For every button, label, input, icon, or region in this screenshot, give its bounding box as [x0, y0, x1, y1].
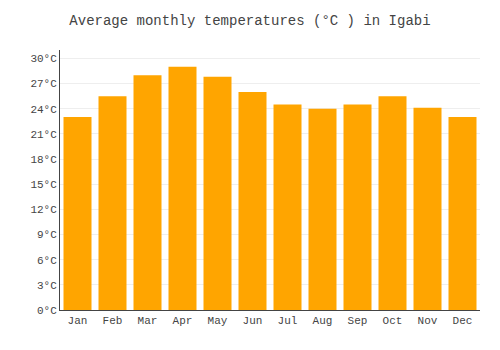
svg-text:Feb: Feb: [103, 315, 123, 327]
svg-text:30°C: 30°C: [30, 53, 57, 65]
svg-text:Jan: Jan: [68, 315, 88, 327]
svg-text:3°C: 3°C: [37, 280, 57, 292]
svg-text:0°C: 0°C: [37, 305, 57, 317]
svg-text:24°C: 24°C: [30, 104, 57, 116]
svg-text:15°C: 15°C: [30, 179, 57, 191]
svg-text:6°C: 6°C: [37, 255, 57, 267]
svg-text:Aug: Aug: [313, 315, 333, 327]
svg-text:21°C: 21°C: [30, 129, 57, 141]
svg-text:9°C: 9°C: [37, 229, 57, 241]
svg-text:12°C: 12°C: [30, 204, 57, 216]
svg-text:Nov: Nov: [418, 315, 438, 327]
svg-text:18°C: 18°C: [30, 154, 57, 166]
svg-text:Average monthly temperatures (: Average monthly temperatures (°C ) in Ig…: [69, 13, 430, 29]
svg-text:Sep: Sep: [348, 315, 368, 327]
svg-text:Apr: Apr: [173, 315, 193, 327]
svg-text:Oct: Oct: [383, 315, 403, 327]
svg-text:May: May: [208, 315, 228, 327]
svg-text:Jul: Jul: [278, 315, 298, 327]
svg-text:27°C: 27°C: [30, 78, 57, 90]
svg-text:Jun: Jun: [243, 315, 263, 327]
svg-text:Dec: Dec: [453, 315, 473, 327]
svg-text:Mar: Mar: [138, 315, 158, 327]
